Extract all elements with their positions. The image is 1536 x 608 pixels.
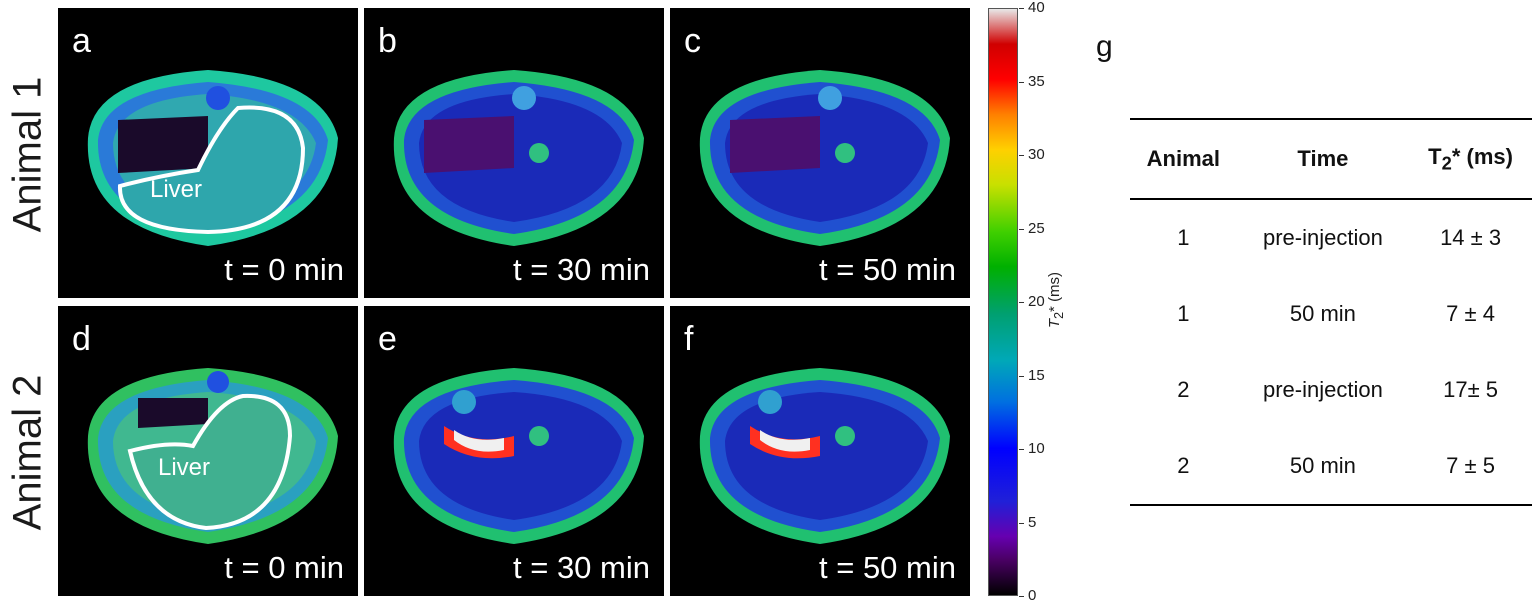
- mri-panel-d: d Liver t = 0 min: [58, 306, 358, 596]
- colorbar-tick-label: 0: [1028, 587, 1037, 604]
- colorbar-tick-label: 5: [1028, 513, 1037, 531]
- table-header-row: Animal Time T2* (ms): [1130, 118, 1532, 200]
- panel-letter-b: b: [378, 22, 397, 60]
- panel-letter-e: e: [378, 320, 397, 358]
- cell-animal: 2: [1130, 428, 1237, 506]
- cell-animal: 2: [1177, 377, 1190, 402]
- row-label-animal-1: Animal 1: [5, 76, 50, 232]
- colorbar-tick-mark: [1019, 81, 1024, 83]
- time-label-e: t = 30 min: [513, 550, 650, 585]
- t2-results-table: Animal Time T2* (ms) 1 pre-injection 14 …: [1130, 118, 1532, 506]
- table-row: 2 50 min 7 ± 5: [1130, 428, 1532, 506]
- cell-animal: 1: [1177, 301, 1190, 326]
- colorbar-tick-mark: [1019, 302, 1024, 303]
- table-row: 1 pre-injection 14 ± 3: [1130, 199, 1532, 276]
- table-row: 1 50 min 7 ± 4: [1130, 276, 1532, 352]
- colorbar-tick-label: 20: [1028, 293, 1045, 310]
- mri-image-f: [699, 368, 950, 544]
- colorbar-title: T2* (ms): [1046, 271, 1066, 329]
- colorbar-tick-label: 15: [1028, 366, 1045, 384]
- mri-panel-e: e t = 30 min: [364, 306, 664, 596]
- colorbar-tick-mark: [1019, 449, 1024, 450]
- colorbar-tick-label: 40: [1028, 0, 1045, 16]
- table-row: 2 pre-injection 17± 5: [1130, 352, 1532, 428]
- roi-label-liver-a: Liver: [150, 176, 203, 203]
- panel-letter-c: c: [684, 22, 701, 60]
- mri-panel-c: c t = 50 min: [670, 8, 970, 298]
- time-label-c: t = 50 min: [819, 252, 956, 287]
- cell-t2star: 14 ± 3: [1440, 225, 1502, 250]
- panel-letter-f: f: [684, 320, 694, 358]
- cell-time: pre-injection: [1262, 377, 1383, 402]
- panel-letter-d: d: [72, 320, 91, 358]
- time-label-b: t = 30 min: [513, 252, 650, 287]
- row-label-animal-2: Animal 2: [5, 374, 50, 530]
- header-animal: Animal: [1130, 118, 1237, 200]
- mri-panel-a: a Liver t = 0 min: [58, 8, 358, 298]
- cell-time: pre-injection: [1262, 225, 1383, 250]
- cell-animal: 1: [1177, 225, 1190, 250]
- colorbar-tick-mark: [1019, 375, 1024, 377]
- colorbar-tick-label: 25: [1028, 219, 1045, 237]
- mri-image-d: [87, 368, 338, 544]
- mri-image-c: [699, 70, 950, 246]
- colorbar-tick-mark: [1019, 596, 1024, 597]
- mri-image-e: [393, 368, 644, 544]
- colorbar-tick-mark: [1019, 155, 1024, 156]
- mri-panel-b: b t = 30 min: [364, 8, 664, 298]
- time-label-a: t = 0 min: [224, 252, 344, 287]
- cell-t2star: 7 ± 4: [1446, 301, 1495, 326]
- colorbar-tick-label: 10: [1028, 440, 1045, 457]
- colorbar-tick-mark: [1019, 522, 1024, 524]
- roi-label-liver-d: Liver: [158, 454, 211, 481]
- panel-letter-g: g: [1096, 30, 1113, 63]
- cell-time: 50 min: [1289, 301, 1356, 326]
- cell-time: 50 min: [1236, 428, 1410, 506]
- colorbar-tick-label: 35: [1028, 72, 1045, 90]
- time-label-f: t = 50 min: [819, 550, 956, 585]
- time-label-d: t = 0 min: [224, 550, 344, 585]
- panel-letter-a: a: [72, 22, 91, 60]
- header-t2star: T2* (ms): [1409, 118, 1532, 200]
- colorbar-tick-mark: [1019, 8, 1024, 9]
- colorbar-tick-mark: [1019, 228, 1024, 230]
- header-time: Time: [1236, 118, 1410, 200]
- colorbar-tick-label: 30: [1028, 146, 1045, 163]
- mri-image-a: [87, 70, 338, 246]
- t2-colorbar: [988, 8, 1018, 596]
- mri-image-b: [393, 70, 644, 246]
- cell-t2star: 7 ± 5: [1409, 428, 1532, 506]
- mri-panel-f: f t = 50 min: [670, 306, 970, 596]
- cell-t2star: 17± 5: [1443, 377, 1499, 402]
